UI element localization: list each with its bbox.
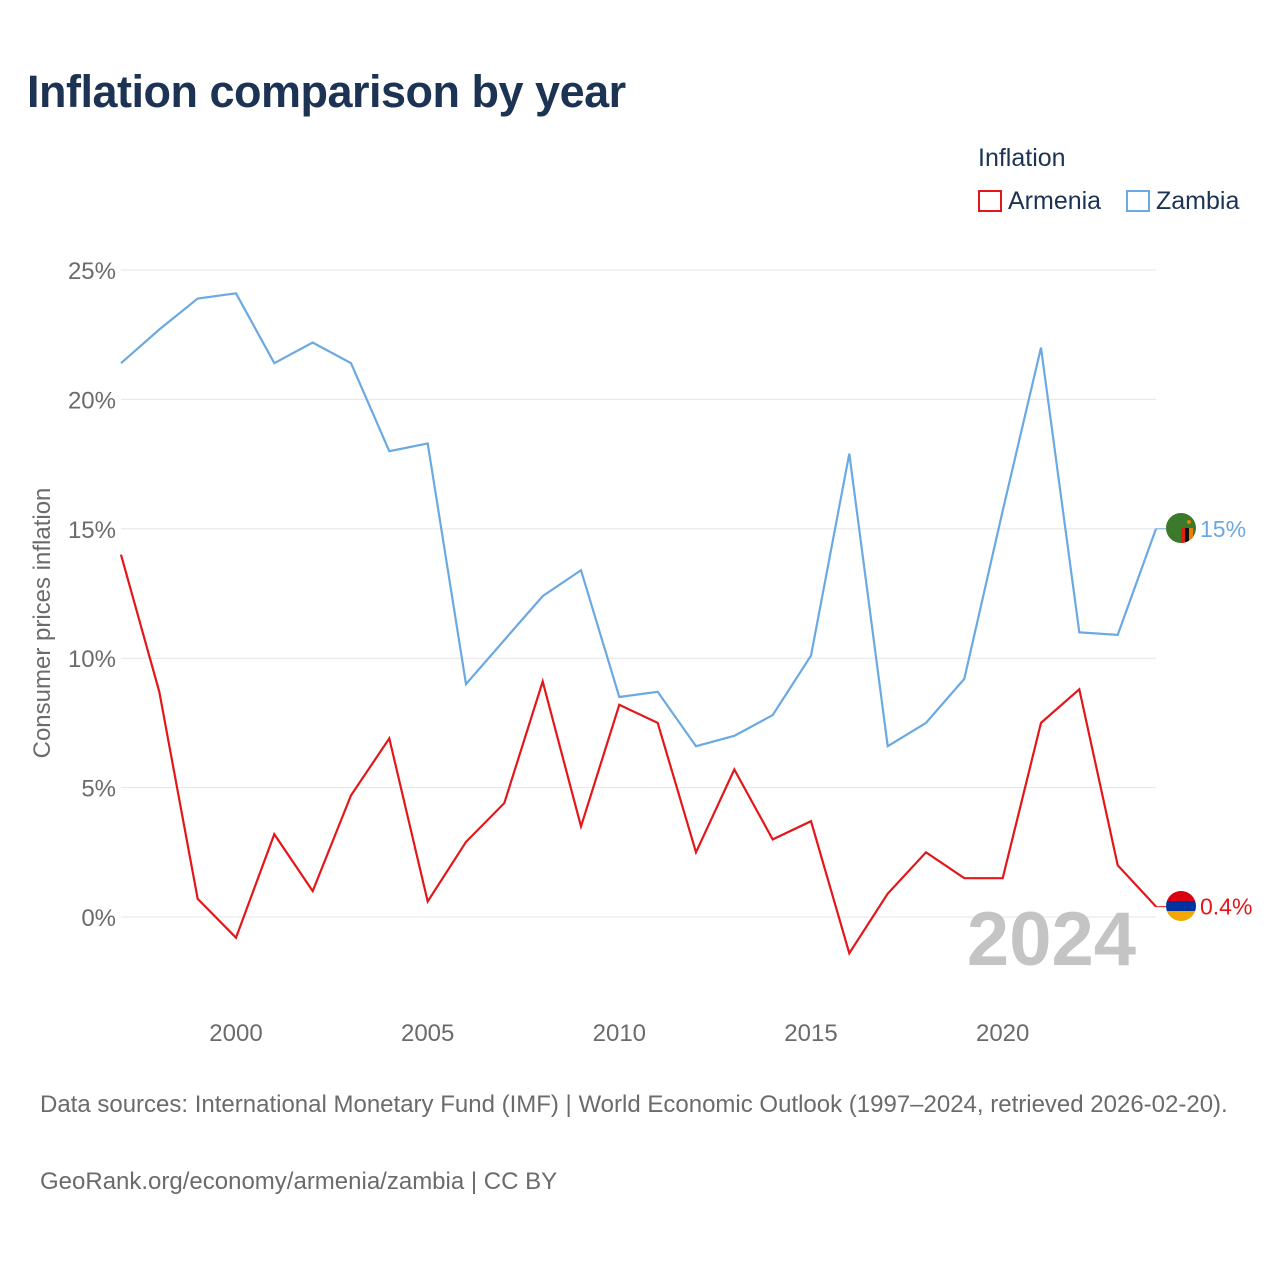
y-tick-label: 15% [68,517,116,544]
armenia-flag-icon [1166,891,1196,921]
x-tick-label: 2015 [784,1020,837,1047]
y-tick-label: 0% [81,905,116,932]
series-line-armenia [119,554,1157,956]
legend-item-zambia[interactable]: Zambia [1126,186,1239,216]
data-sources-note: Data sources: International Monetary Fun… [40,1091,1228,1118]
end-label-zambia: 15% [1200,516,1246,542]
x-tick-label: 2010 [593,1020,646,1047]
x-tick-label: 2005 [401,1020,454,1047]
legend-swatch-armenia [978,190,1002,212]
y-tick-labels: 0% 5% 10% 15% 20% 25% [68,258,116,932]
legend-swatch-zambia [1126,190,1150,212]
series-line-zambia [120,292,1158,749]
y-tick-label: 20% [68,387,116,414]
y-tick-label: 10% [68,646,116,673]
x-tick-labels: 2000 2005 2010 2015 2020 [209,1020,1029,1047]
credit-link[interactable]: GeoRank.org/economy/armenia/zambia | CC … [40,1168,558,1195]
end-label-armenia: 0.4% [1200,894,1252,920]
zambia-flag-icon [1166,513,1196,543]
legend-label-armenia: Armenia [1008,186,1102,215]
y-axis-label: Consumer prices inflation [29,488,56,759]
x-tick-label: 2000 [209,1020,262,1047]
legend-title: Inflation [978,144,1066,172]
legend-item-armenia[interactable]: Armenia [978,186,1101,216]
chart-title: Inflation comparison by year [27,66,626,117]
y-tick-label: 25% [68,258,116,285]
end-labels: 0.4% 15% [1156,516,1252,920]
x-tick-label: 2020 [976,1020,1029,1047]
line-chart: 0% 5% 10% 15% 20% 25% 2000 2005 2010 2015 2020 20… [29,258,1252,1047]
y-tick-label: 5% [81,776,116,803]
legend-label-zambia: Zambia [1156,186,1240,215]
year-watermark: 2024 [967,897,1136,982]
grid [121,269,1156,918]
series-lines [119,292,1158,956]
